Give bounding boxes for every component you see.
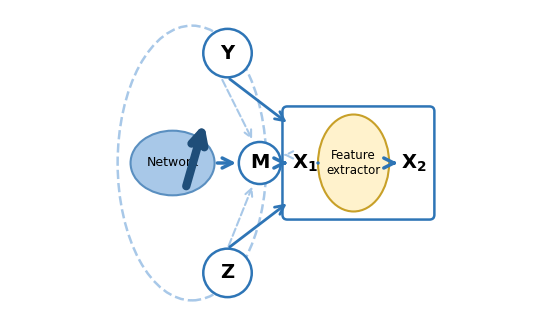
Ellipse shape <box>318 114 389 212</box>
Text: Feature
extractor: Feature extractor <box>326 149 381 177</box>
FancyBboxPatch shape <box>283 106 434 220</box>
Text: Y: Y <box>220 44 235 63</box>
Text: Z: Z <box>220 263 235 282</box>
Ellipse shape <box>131 131 215 195</box>
Circle shape <box>239 142 281 184</box>
Text: $\mathbf{X_1}$: $\mathbf{X_1}$ <box>292 152 318 174</box>
Text: M: M <box>250 154 269 172</box>
Text: Network: Network <box>146 156 199 170</box>
Text: $\mathbf{X_2}$: $\mathbf{X_2}$ <box>401 152 426 174</box>
Circle shape <box>203 29 252 77</box>
Circle shape <box>203 249 252 297</box>
